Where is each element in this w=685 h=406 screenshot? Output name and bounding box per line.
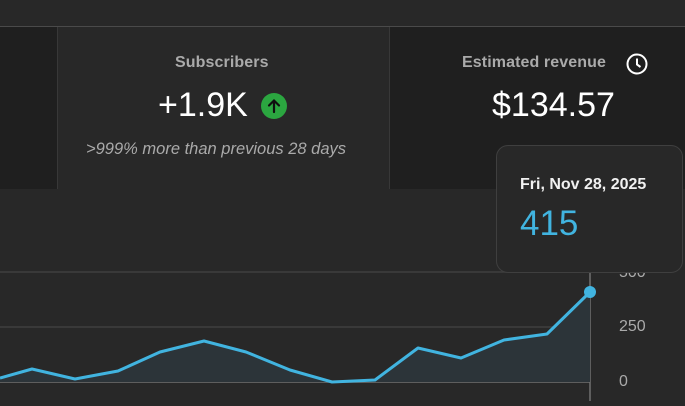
- arrow-up-icon: [261, 93, 287, 119]
- chart-tooltip: Fri, Nov 28, 2025 415: [496, 145, 683, 273]
- metric-label: Subscribers: [175, 54, 269, 71]
- metric-cards: Subscribers +1.9K >999% more than previo…: [0, 27, 685, 189]
- tooltip-date: Fri, Nov 28, 2025: [520, 176, 647, 193]
- metric-comparison: >999% more than previous 28 days: [86, 140, 347, 158]
- metric-value: $134.57: [492, 86, 615, 124]
- metric-card-subscribers[interactable]: Subscribers +1.9K >999% more than previo…: [57, 27, 390, 189]
- highlighted-point[interactable]: [584, 286, 596, 298]
- clock-icon[interactable]: [626, 53, 648, 75]
- chart-plot: [0, 271, 596, 401]
- line-chart[interactable]: 500 250 0: [0, 189, 685, 401]
- metric-card-views[interactable]: [0, 27, 57, 189]
- y-tick-250: 250: [619, 318, 646, 335]
- y-tick-0: 0: [619, 373, 628, 390]
- tooltip-value: 415: [520, 204, 579, 243]
- metric-value: +1.9K: [158, 86, 248, 124]
- metric-label: Estimated revenue: [462, 54, 606, 71]
- top-bar: [0, 0, 685, 27]
